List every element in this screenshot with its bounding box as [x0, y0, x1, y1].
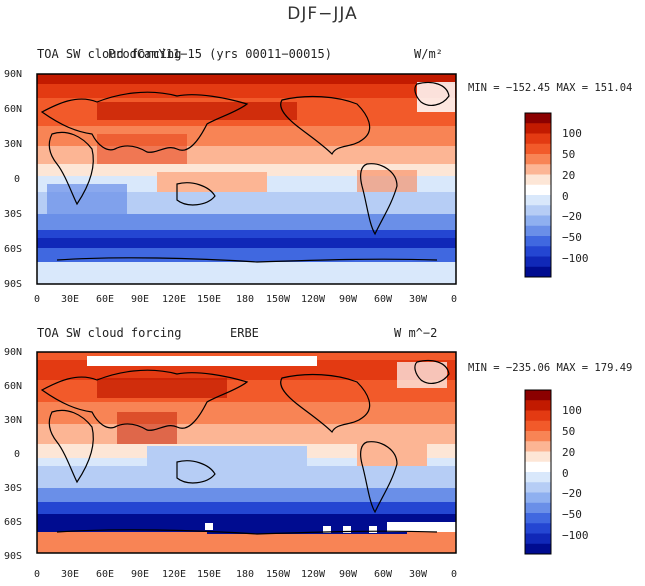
panel-2-units-label: W m^−2 [394, 326, 438, 340]
panel-1-colorbar-tick: −20 [562, 210, 582, 223]
panel-2-ytick: 30N [4, 415, 23, 426]
panel-2-xtick: 120E [162, 569, 187, 580]
panel-1-ytick: 60S [4, 244, 23, 255]
panel-1-xtick: 120E [162, 294, 187, 305]
colorbar-swatch [525, 184, 551, 196]
panel-2-colorbar-tick: −20 [562, 487, 582, 500]
panel-1-xtick: 120W [301, 294, 326, 305]
panel-2-map [36, 351, 457, 554]
panel-1-xtick: 150W [266, 294, 291, 305]
colorbar-swatch [525, 451, 551, 463]
colorbar-swatch [525, 461, 551, 473]
panel-1-xtick: 150E [197, 294, 222, 305]
panel-2-ytick: 60N [4, 381, 23, 392]
panel-1-variable-label: TOA SW cloud forcing [37, 47, 182, 61]
panel-2-xtick: 0 [451, 569, 458, 580]
panel-1-colorbar-tick: 20 [562, 169, 576, 182]
panel-1-min-max: MIN = −152.45 MAX = 151.04 [468, 82, 633, 94]
panel-1-colorbar [524, 112, 552, 278]
panel-2-xtick: 120W [301, 569, 326, 580]
colorbar-swatch [525, 164, 551, 175]
panel-2-ytick: 90S [4, 551, 23, 562]
panel-2-colorbar-tick: 50 [562, 425, 576, 438]
colorbar-swatch [525, 195, 551, 206]
panel-2-xtick: 90E [131, 569, 150, 580]
panel-2-xtick: 60W [374, 569, 393, 580]
colorbar-swatch [525, 513, 551, 524]
panel-1-colorbar-tick: 100 [562, 127, 582, 140]
panel-2-min-max: MIN = −235.06 MAX = 179.49 [468, 362, 633, 374]
panel-1-colorbar-tick: 50 [562, 148, 576, 161]
panel-1-xtick: 180 [236, 294, 255, 305]
colorbar-swatch [525, 143, 551, 155]
panel-1-xtick: 0 [34, 294, 41, 305]
panel-1-colorbar-tick: 0 [562, 190, 569, 203]
panel-1-ytick: 30S [4, 209, 23, 220]
panel-1-colorbar-tick: −50 [562, 231, 582, 244]
panel-1-ytick: 90S [4, 279, 23, 290]
panel-1-ytick: 30N [4, 139, 23, 150]
panel-1-map [36, 73, 457, 285]
colorbar-swatch [525, 205, 551, 216]
panel-1-units-label: W/m² [414, 47, 443, 61]
colorbar-swatch [525, 133, 551, 145]
panel-2-ytick: 30S [4, 483, 23, 494]
panel-2-colorbar [524, 389, 552, 555]
colorbar-swatch [525, 266, 551, 278]
colorbar-swatch [525, 246, 551, 257]
panel-1-ytick: 0 [14, 174, 21, 185]
panel-2-variable-label: TOA SW cloud forcing [37, 326, 182, 340]
colorbar-swatch [525, 400, 551, 411]
colorbar-swatch [525, 154, 551, 165]
colorbar-swatch [525, 431, 551, 442]
panel-2-colorbar-tick: 0 [562, 467, 569, 480]
colorbar-swatch [525, 390, 551, 401]
panel-1-xtick: 90E [131, 294, 150, 305]
colorbar-swatch [525, 225, 551, 237]
panel-2-ytick: 60S [4, 517, 23, 528]
colorbar-swatch [525, 420, 551, 432]
colorbar-swatch [525, 492, 551, 504]
panel-2-xtick: 180 [236, 569, 255, 580]
panel-1-xtick: 30W [409, 294, 428, 305]
panel-2-xtick: 30W [409, 569, 428, 580]
panel-1-xtick: 90W [339, 294, 358, 305]
colorbar-swatch [525, 441, 551, 452]
panel-1-case-label: ProdCamY11−15 (yrs 00011−00015) [108, 47, 332, 61]
panel-1-colorbar-tick: −100 [562, 252, 589, 265]
panel-1-xtick: 60E [96, 294, 115, 305]
panel-1-xtick: 30E [61, 294, 80, 305]
figure-title: DJF−JJA [287, 4, 358, 24]
panel-2-xtick: 60E [96, 569, 115, 580]
colorbar-swatch [525, 533, 551, 545]
panel-2-ytick: 90N [4, 347, 23, 358]
colorbar-swatch [525, 482, 551, 493]
panel-1-ytick: 60N [4, 104, 23, 115]
colorbar-swatch [525, 113, 551, 124]
panel-2-ytick: 0 [14, 449, 21, 460]
colorbar-swatch [525, 174, 551, 186]
panel-2-colorbar-tick: 20 [562, 446, 576, 459]
colorbar-swatch [525, 236, 551, 247]
colorbar-swatch [525, 123, 551, 134]
panel-1-xtick: 0 [451, 294, 458, 305]
panel-1-xtick: 60W [374, 294, 393, 305]
panel-2-xtick: 90W [339, 569, 358, 580]
colorbar-swatch [525, 543, 551, 555]
colorbar-swatch [525, 472, 551, 483]
panel-2-case-label: ERBE [230, 326, 259, 340]
panel-2-colorbar-tick: 100 [562, 404, 582, 417]
panel-2-xtick: 150W [266, 569, 291, 580]
panel-1-ytick: 90N [4, 69, 23, 80]
panel-2-xtick: 150E [197, 569, 222, 580]
panel-2-colorbar-tick: −100 [562, 529, 589, 542]
colorbar-swatch [525, 256, 551, 268]
panel-2-xtick: 30E [61, 569, 80, 580]
colorbar-swatch [525, 410, 551, 422]
colorbar-swatch [525, 502, 551, 514]
panel-2-colorbar-tick: −50 [562, 508, 582, 521]
panel-2-xtick: 0 [34, 569, 41, 580]
colorbar-swatch [525, 523, 551, 534]
colorbar-swatch [525, 215, 551, 227]
